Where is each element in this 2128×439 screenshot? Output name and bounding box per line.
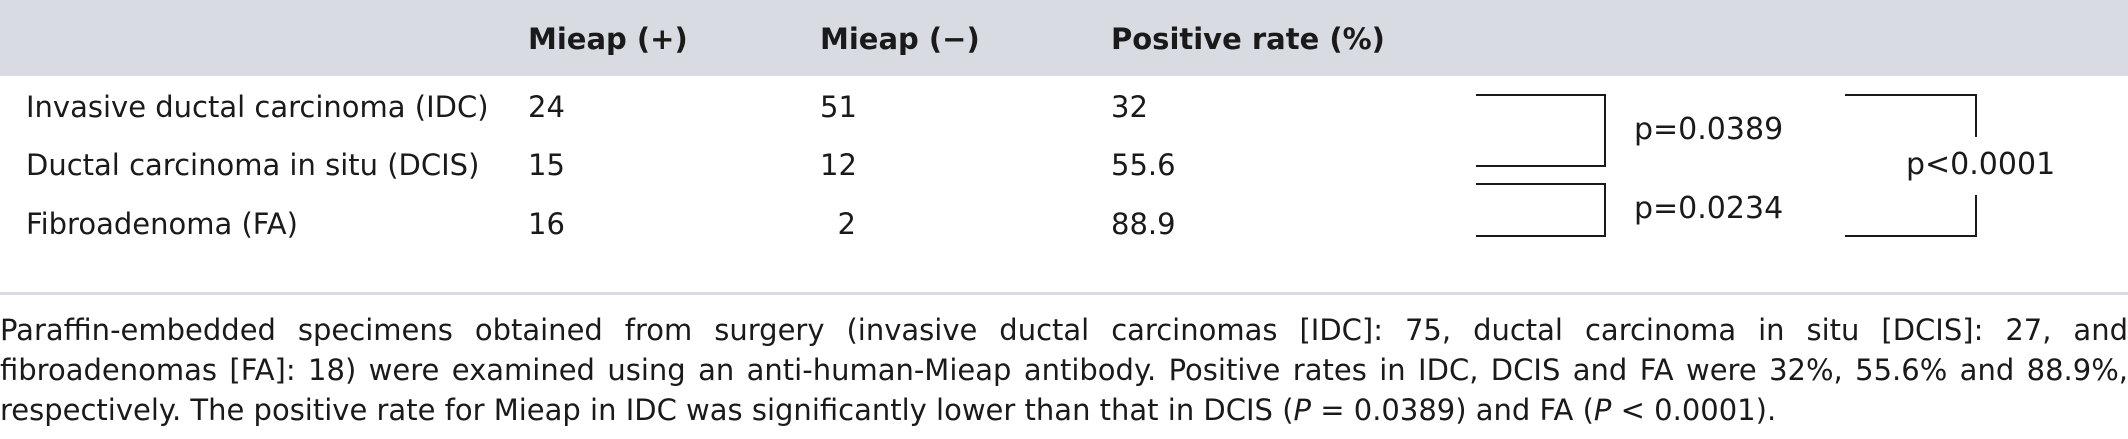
bracket-idc-dcis: [1476, 94, 1606, 167]
cell-fa-negative: 2: [837, 207, 856, 241]
row-label-dcis: Ductal carcinoma in situ (DCIS): [26, 148, 480, 182]
footnote-text-3: < 0.0001).: [1611, 393, 1777, 427]
cell-idc-negative: 51: [820, 90, 857, 124]
cell-fa-positive: 16: [528, 207, 565, 241]
pvalue-idc-fa: p<0.0001: [1906, 147, 2056, 182]
footnote-p-symbol-2: P: [1593, 393, 1612, 427]
cell-dcis-positive: 15: [528, 148, 565, 182]
table-footnote: Paraffin-embedded specimens obtained fro…: [0, 310, 2128, 430]
cell-dcis-rate: 55.6: [1111, 148, 1176, 182]
header-positive-rate: Positive rate (%): [1111, 22, 1385, 56]
cell-idc-positive: 24: [528, 90, 565, 124]
row-label-idc: Invasive ductal carcinoma (IDC): [26, 90, 489, 124]
bracket-dcis-fa: [1476, 183, 1606, 237]
footnote-text-2: = 0.0389) and FA (: [1311, 393, 1594, 427]
cell-idc-rate: 32: [1111, 90, 1148, 124]
footnote-p-symbol-1: P: [1293, 393, 1312, 427]
bracket-idc-fa-bottom: [1845, 195, 1977, 237]
pvalue-idc-dcis: p=0.0389: [1634, 112, 1784, 147]
table-header-band: [0, 0, 2128, 76]
bracket-idc-fa-top: [1845, 94, 1977, 137]
cell-fa-rate: 88.9: [1111, 207, 1176, 241]
footnote-text-1: Paraffin-embedded specimens obtained fro…: [0, 313, 2128, 427]
table-bottom-rule: [0, 292, 2128, 295]
pvalue-dcis-fa: p=0.0234: [1634, 191, 1784, 226]
row-label-fa: Fibroadenoma (FA): [26, 207, 298, 241]
header-mieap-negative: Mieap (−): [820, 22, 980, 56]
header-mieap-positive: Mieap (+): [528, 22, 688, 56]
comparison-brackets: [1476, 94, 1977, 237]
cell-dcis-negative: 12: [820, 148, 857, 182]
